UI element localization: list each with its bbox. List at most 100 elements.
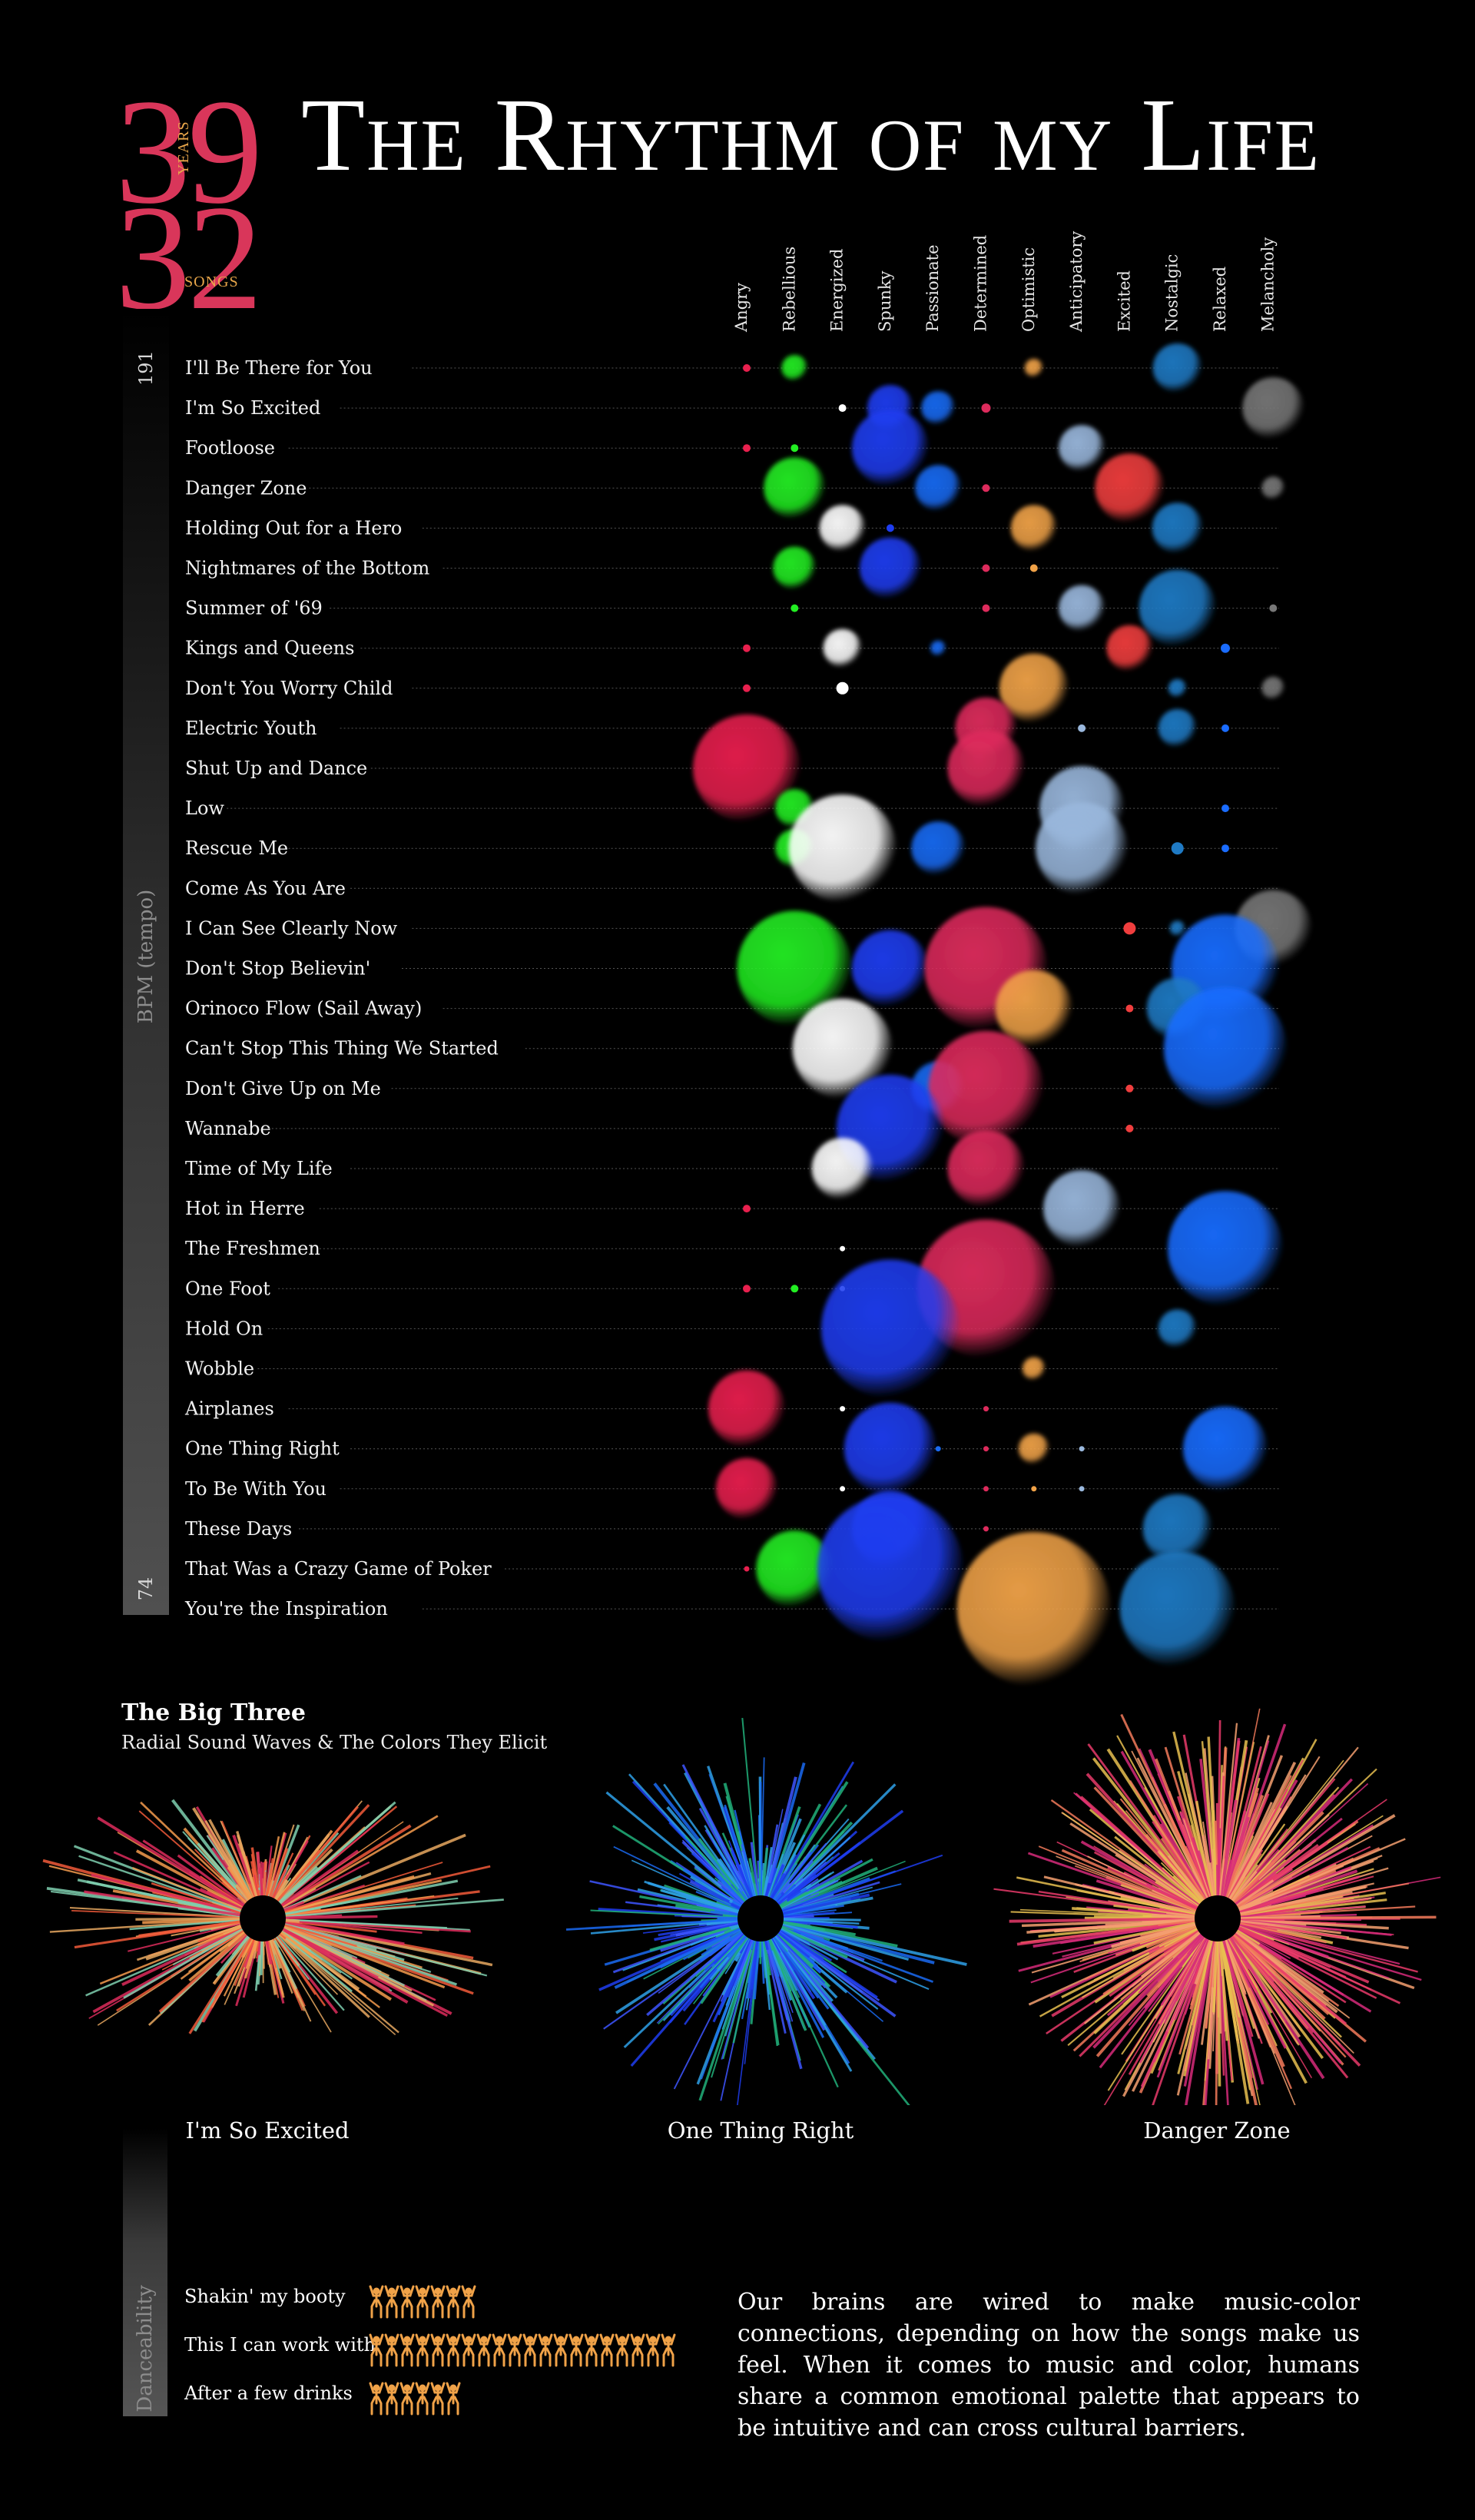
emotion-label-energized: Energized [828, 249, 847, 332]
emotion-bubble [1029, 564, 1038, 572]
emotion-bubble [773, 546, 817, 590]
song-label: One Foot [185, 1278, 270, 1299]
dancer-icon [399, 2333, 415, 2367]
emotion-bubble [820, 1259, 960, 1398]
song-label: These Days [185, 1518, 292, 1540]
emotion-bubble [1059, 585, 1105, 632]
emotion-bubble [1158, 708, 1197, 748]
dancer-icon [369, 2285, 384, 2319]
dancer-icon [645, 2333, 661, 2367]
emotion-bubble [947, 730, 1025, 807]
emotion-bubble [982, 564, 990, 572]
emotion-bubble [1031, 1486, 1037, 1492]
emotion-bubble [1079, 1446, 1085, 1452]
emotion-bubble [982, 484, 990, 492]
emotion-label-spunky: Spunky [876, 270, 894, 332]
dancer-icon [615, 2333, 630, 2367]
song-label: Don't You Worry Child [185, 678, 393, 699]
emotion-bubble [743, 1205, 751, 1213]
song-label: One Thing Right [185, 1438, 340, 1460]
emotion-bubble [817, 1496, 963, 1642]
emotion-bubble [1261, 476, 1285, 500]
dancer-icon [399, 2285, 415, 2319]
emotion-bubble [999, 653, 1069, 723]
song-label: Don't Give Up on Me [185, 1078, 381, 1099]
emotion-bubble [788, 794, 897, 903]
emotion-label-angry: Angry [732, 283, 751, 333]
danceability-axis-label: Danceability [134, 2285, 157, 2412]
song-label: Don't Stop Believin' [185, 958, 370, 980]
song-label: I'll Be There for You [185, 357, 373, 379]
age-block: 39 [115, 77, 263, 227]
dancer-icon [661, 2333, 676, 2367]
emotion-bubble [921, 391, 956, 426]
dancer-icon [522, 2333, 538, 2367]
emotion-bubble [743, 684, 751, 692]
emotion-bubble [915, 465, 962, 512]
dancer-icon [538, 2333, 553, 2367]
emotion-bubble [743, 1285, 751, 1293]
emotion-label-excited: Excited [1115, 270, 1133, 332]
emotion-bubble [983, 1526, 989, 1532]
song-label: I Can See Clearly Now [185, 917, 398, 939]
emotion-label-rebellious: Rebellious [780, 247, 798, 332]
emotion-bubble [1269, 604, 1278, 612]
emotion-bubble [886, 524, 894, 532]
emotion-bubble [1142, 1494, 1212, 1563]
radial-wave-2 [565, 1717, 967, 2105]
song-label: You're the Inspiration [184, 1598, 388, 1620]
emotion-bubble [819, 505, 866, 552]
songs-number: 32 [115, 174, 263, 341]
dancer-icon [384, 2382, 399, 2416]
song-label: Hot in Herre [185, 1198, 305, 1219]
song-label: Kings and Queens [185, 638, 354, 659]
dancer-icon [430, 2333, 446, 2367]
emotion-bubble [1059, 425, 1105, 472]
dancer-icon [415, 2285, 430, 2319]
emotion-bubble [1221, 724, 1229, 732]
dancer-icon [553, 2333, 568, 2367]
emotion-label-passionate: Passionate [923, 244, 942, 332]
dance-row-label-3: After a few drinks [184, 2382, 353, 2404]
dancer-icon [399, 2382, 415, 2416]
emotion-label-anticipatory: Anticipatory [1067, 231, 1086, 333]
dancer-icon [446, 2333, 461, 2367]
emotion-bubble [1152, 343, 1202, 393]
emotion-bubble [708, 1370, 785, 1447]
dancer-icon [568, 2333, 584, 2367]
emotion-bubble [983, 1486, 989, 1492]
emotion-bubble [1171, 842, 1184, 855]
dancer-icon [384, 2285, 399, 2319]
emotion-bubble [851, 410, 929, 487]
songs-block: 32 [115, 174, 263, 341]
emotion-bubble [1024, 359, 1043, 377]
radial-label-2: One Thing Right [667, 2117, 854, 2144]
emotion-bubble [792, 998, 893, 1099]
emotion-bubble [995, 970, 1072, 1047]
emotion-label-nostalgic: Nostalgic [1163, 254, 1182, 332]
emotion-bubble [1125, 1004, 1134, 1013]
emotion-bubble [1183, 1406, 1268, 1491]
emotion-bubble [1079, 1486, 1085, 1492]
emotion-bubble [764, 457, 826, 519]
emotion-bubble [1095, 453, 1165, 523]
emotion-bubble [1022, 1357, 1046, 1381]
radial-label-1: I'm So Excited [185, 2117, 350, 2144]
emotion-bubble [844, 1402, 936, 1495]
song-label: Low [185, 797, 224, 819]
dance-row-label-2: This I can work with [184, 2334, 376, 2356]
emotion-bubble [859, 537, 921, 599]
emotion-bubble [1123, 922, 1136, 935]
emotion-bubble [930, 640, 946, 656]
emotion-bubble [836, 681, 849, 695]
emotion-bubble [840, 1245, 846, 1252]
song-label: Danger Zone [185, 477, 307, 499]
dancer-icon [430, 2285, 446, 2319]
song-label: Footloose [185, 437, 275, 459]
emotion-bubble [1221, 804, 1229, 813]
emotion-bubble [756, 1530, 834, 1607]
emotion-bubble [737, 910, 853, 1026]
danceability-icons [369, 2285, 676, 2416]
songs-unit: SONGS [184, 274, 239, 290]
emotion-bubble [1043, 1170, 1121, 1248]
